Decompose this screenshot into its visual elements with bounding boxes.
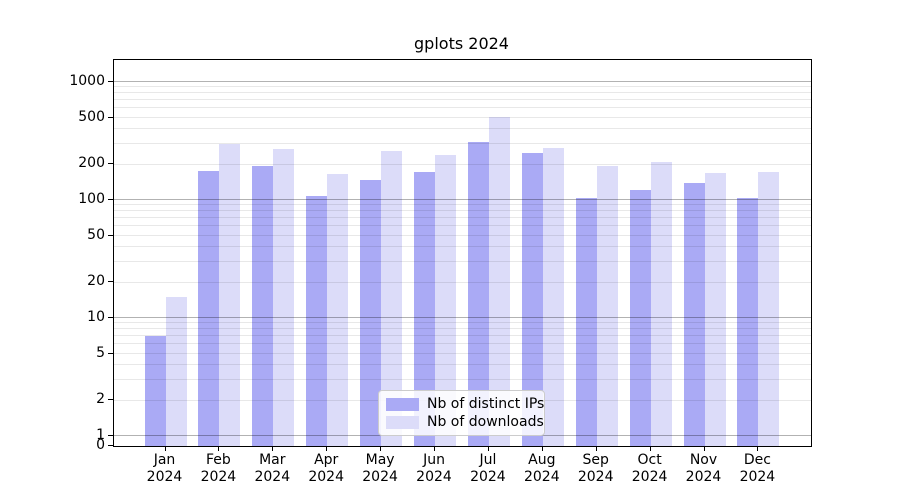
y-tick-mark (108, 317, 113, 318)
bar-distinct-ips (144, 336, 166, 446)
bar-distinct-ips (629, 189, 651, 446)
bar-downloads (650, 162, 672, 446)
x-tick-mark (595, 446, 597, 451)
bar-distinct-ips (252, 165, 274, 446)
bar-downloads (165, 297, 187, 446)
y-tick-label: 200 (78, 155, 105, 172)
legend-swatch-downloads (386, 415, 419, 429)
y-tick-mark (108, 199, 113, 200)
bar-downloads (381, 150, 403, 446)
bar-distinct-ips (683, 183, 705, 446)
y-tick-label: 0 (96, 437, 105, 453)
x-tick-mark (757, 446, 759, 451)
x-tick-label: Jul 2024 (470, 452, 506, 485)
x-tick-mark (487, 446, 489, 451)
y-tick-label: 2 (96, 391, 105, 408)
x-tick-label: Feb 2024 (200, 452, 237, 485)
bar-distinct-ips (306, 196, 328, 446)
y-tick-mark (108, 116, 113, 118)
x-tick-label: Oct 2024 (631, 452, 668, 485)
x-tick-mark (649, 446, 651, 451)
y-tick-mark (108, 281, 113, 283)
bar-distinct-ips (198, 171, 220, 446)
legend-item-downloads: Nb of downloads (386, 414, 544, 430)
bar-downloads (596, 165, 618, 446)
x-tick-label: Jan 2024 (146, 452, 183, 485)
x-tick-mark (380, 446, 382, 451)
y-tick-label: 50 (87, 226, 105, 243)
legend-swatch-distinct-ips (386, 397, 419, 411)
y-tick-label: 5 (96, 344, 105, 361)
x-tick-mark (703, 446, 705, 451)
bar-downloads (435, 154, 456, 446)
x-tick-mark (272, 446, 274, 451)
x-tick-label: Nov 2024 (685, 452, 722, 485)
bar-group (306, 60, 349, 446)
y-tick-label: 20 (87, 273, 105, 290)
bar-downloads (758, 171, 780, 446)
x-tick-mark (164, 446, 166, 451)
plot-area (113, 59, 812, 447)
y-tick-label: 1000 (69, 73, 105, 89)
bar-group (144, 60, 187, 446)
y-tick-mark (108, 81, 113, 82)
y-tick-label: 10 (87, 309, 105, 325)
y-tick-mark (108, 234, 113, 236)
x-tick-label: Jun 2024 (416, 452, 452, 485)
bar-group (360, 60, 403, 446)
legend: Nb of distinct IPs Nb of downloads (378, 390, 545, 436)
y-tick-mark (108, 163, 113, 165)
y-tick-mark (108, 399, 113, 401)
bar-downloads (219, 144, 241, 446)
bar-group (629, 60, 672, 446)
x-tick-mark (541, 446, 543, 451)
y-tick-label: 500 (78, 108, 105, 125)
x-tick-mark (218, 446, 220, 451)
bar-group (467, 60, 510, 446)
x-tick-label: Aug 2024 (523, 452, 560, 485)
x-tick-label: Sep 2024 (577, 452, 614, 485)
bar-downloads (327, 173, 349, 446)
y-tick-mark (108, 445, 113, 446)
legend-label-distinct-ips: Nb of distinct IPs (427, 396, 545, 412)
x-tick-label: Dec 2024 (739, 452, 776, 485)
x-tick-mark (326, 446, 328, 451)
bar-distinct-ips (575, 197, 597, 446)
bar-group (198, 60, 241, 446)
legend-label-downloads: Nb of downloads (427, 414, 544, 430)
chart-title: gplots 2024 (414, 34, 509, 53)
x-tick-mark (434, 446, 435, 451)
bar-downloads (273, 148, 295, 446)
y-tick-mark (108, 352, 113, 354)
bar-group (252, 60, 295, 446)
x-tick-label: May 2024 (362, 452, 398, 485)
bar-distinct-ips (521, 153, 543, 446)
bar-downloads (542, 147, 564, 446)
bar-distinct-ips (737, 197, 759, 446)
x-tick-label: Mar 2024 (254, 452, 291, 485)
bar-group (575, 60, 618, 446)
bar-downloads (488, 117, 510, 446)
bar-group (414, 60, 456, 446)
bar-distinct-ips (360, 179, 382, 446)
legend-item-distinct-ips: Nb of distinct IPs (386, 396, 544, 412)
y-tick-mark (108, 435, 113, 436)
x-tick-label: Apr 2024 (308, 452, 344, 485)
y-tick-label: 1 (96, 427, 105, 443)
bar-distinct-ips (467, 142, 489, 446)
y-tick-label: 100 (78, 191, 105, 207)
bar-downloads (704, 173, 726, 446)
bar-group (521, 60, 564, 446)
bar-distinct-ips (414, 171, 435, 446)
bar-group (737, 60, 780, 446)
bar-group (683, 60, 726, 446)
